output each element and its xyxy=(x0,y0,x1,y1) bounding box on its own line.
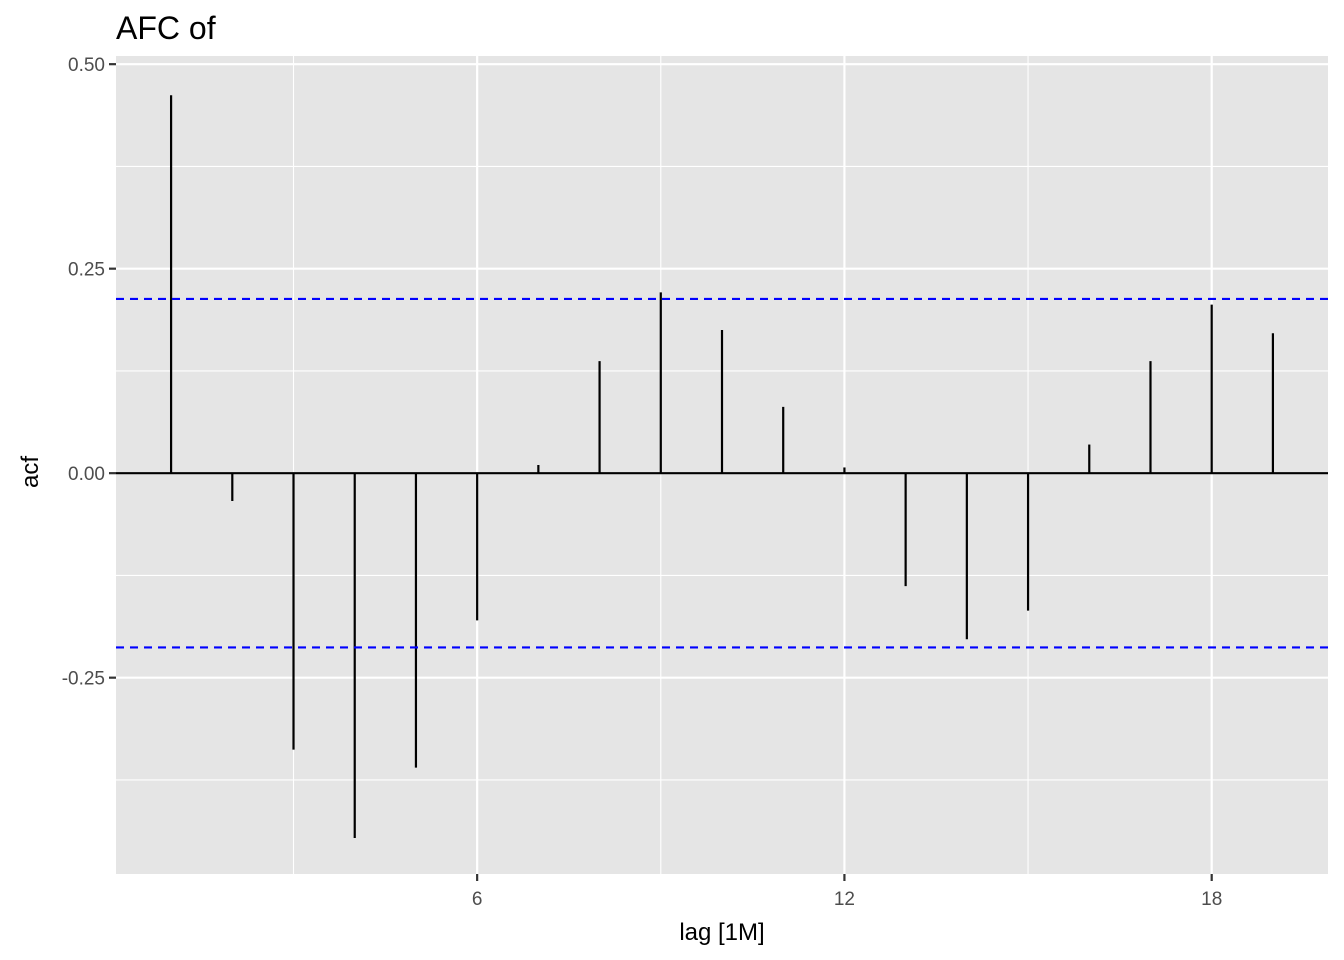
x-tick-label: 12 xyxy=(834,889,855,910)
chart-title: AFC of xyxy=(116,10,216,46)
acf-bars xyxy=(169,95,1275,839)
x-axis-title: lag [1M] xyxy=(679,919,764,946)
x-tick-label: 6 xyxy=(472,889,483,910)
y-tick-label: -0.25 xyxy=(62,669,105,690)
y-axis-title: acf xyxy=(17,456,44,488)
y-tick-label: 0.00 xyxy=(68,464,105,485)
y-axis-ticks: -0.25 0.00 0.25 0.50 xyxy=(62,55,116,690)
y-tick-label: 0.50 xyxy=(68,55,105,76)
y-tick-label: 0.25 xyxy=(68,260,105,281)
x-axis-ticks: 6 12 18 xyxy=(472,874,1222,910)
x-tick-label: 18 xyxy=(1201,889,1222,910)
